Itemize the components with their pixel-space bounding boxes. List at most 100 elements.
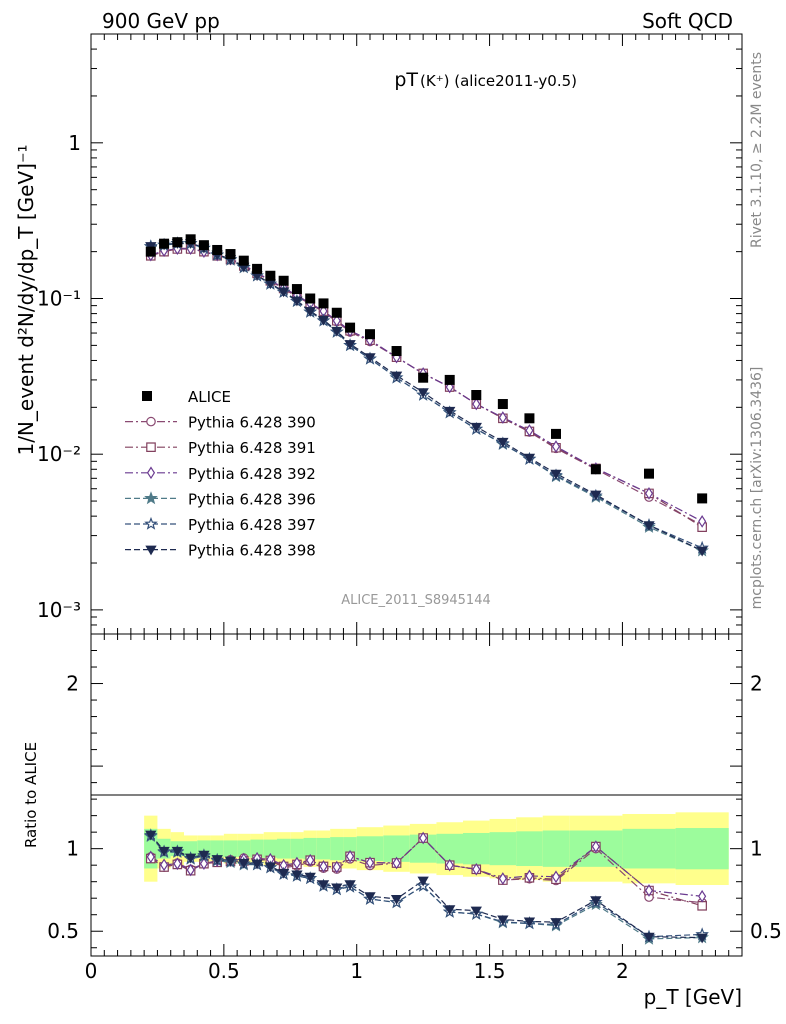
ratio-y-axis-label: Ratio to ALICE (22, 742, 40, 848)
series-392-ratio-point (419, 831, 428, 845)
legend-series-391-marker (146, 442, 156, 452)
alice-data-point (590, 464, 601, 475)
series-398-ratio-point (198, 850, 210, 861)
alice-data-point (225, 249, 236, 260)
alice-data-point (497, 399, 508, 410)
alice-data-point (471, 390, 482, 401)
series-392-point (498, 411, 507, 424)
main-y-tick-label: 10⁻¹ (37, 287, 81, 311)
alice-data-point (345, 322, 356, 333)
series-398-ratio-point (211, 855, 223, 865)
series-398-ratio-point (145, 830, 157, 841)
series-398-ratio-line (150, 834, 703, 939)
series-391-line (150, 248, 703, 528)
series-392-point (644, 487, 654, 500)
legend-series-396-label: Pythia 6.428 396 (188, 490, 316, 508)
ratio-y-tick-label: 2 (66, 672, 79, 696)
series-398-ratio-point (317, 880, 330, 890)
legend-label-alice: ALICE (188, 388, 231, 406)
series-398-ratio-point (304, 872, 316, 883)
series-398-ratio-point (696, 933, 708, 944)
alice-data-point (551, 428, 561, 439)
series-392-ratio-point (345, 849, 355, 863)
series-398-ratio-point (390, 894, 403, 905)
ratio-series-group (143, 828, 709, 945)
alice-data-point (305, 293, 316, 304)
stat-band-bin (184, 841, 198, 857)
series-398-point (643, 521, 655, 531)
series-398-point (277, 287, 290, 298)
ratio-y-tick-label-right: 2 (750, 672, 763, 696)
series-398-point (497, 437, 509, 448)
stat-band-bin (277, 838, 291, 859)
alice-data-point (524, 413, 535, 424)
legend-series-397-marker (144, 516, 158, 530)
alice-data-group (145, 234, 708, 504)
series-398-ratio-point (238, 858, 250, 869)
series-398-ratio-point (364, 892, 376, 903)
legend-series-392-label: Pythia 6.428 392 (188, 465, 316, 483)
ratio-y-tick-label-right: 1 (750, 837, 763, 861)
ratio-y-label-group: Ratio to ALICE (22, 742, 40, 848)
series-392-ratio-point (525, 869, 534, 883)
legend-series-391-label: Pythia 6.428 391 (188, 439, 316, 457)
alice-data-point (185, 234, 196, 245)
stat-band-bin (675, 828, 729, 870)
ratio-plot: 0.5 0.5 1 1 2 2 (47, 633, 782, 957)
series-392-ratio-point (186, 863, 195, 877)
series-398-ratio-point (184, 853, 197, 864)
legend-marker-alice (142, 391, 152, 401)
series-398-point (331, 326, 343, 337)
series-392-ratio-point (332, 860, 341, 874)
legend-series-396-marker (144, 491, 158, 505)
x-tick-label: 1.5 (474, 959, 506, 983)
alice-data-point (418, 372, 429, 383)
ratio-frame (90, 633, 743, 957)
chart-title-main: pT (394, 69, 418, 91)
series-392-ratio-point (498, 872, 507, 885)
alice-data-point (145, 246, 156, 257)
y-axis-label: 1/N_event d²N/dy/dp_T [GeV]⁻¹ (14, 144, 38, 455)
stat-band-bin (330, 837, 344, 861)
ratio-y-tick-label-right: 0.5 (750, 919, 782, 943)
main-y-tick-label: 10⁻² (37, 442, 81, 466)
legend-series-398-label: Pythia 6.428 398 (188, 542, 316, 560)
legend-series-390-marker (146, 416, 156, 427)
alice-data-point (644, 468, 654, 479)
series-398-ratio-point (523, 917, 536, 928)
stat-band-bin (516, 831, 543, 867)
series-398-point (417, 388, 429, 399)
x-tick-labels: 0 0.5 1 1.5 2 (85, 959, 629, 983)
alice-data-point (444, 374, 455, 385)
alice-data-point (212, 244, 223, 255)
series-392-ratio-point (551, 870, 561, 884)
analysis-label: ALICE_2011_S8945144 (341, 593, 491, 608)
stat-band-bin (436, 833, 463, 864)
ratio-axis-ticks (90, 633, 743, 956)
series-398-point (470, 422, 482, 433)
stat-band-bin (290, 838, 304, 859)
series-398-ratio-point (590, 896, 602, 907)
series-392-ratio-point (445, 858, 454, 872)
alice-data-point (318, 298, 329, 309)
x-tick-label: 0.5 (208, 959, 240, 983)
series-398-ratio-point (550, 918, 562, 928)
alice-data-point (331, 307, 342, 318)
series-392-ratio-point (591, 840, 600, 853)
series-392-ratio-point (292, 856, 302, 870)
stat-band-bin (463, 832, 490, 865)
alice-data-point (198, 240, 209, 251)
series-398-ratio-point (331, 883, 343, 894)
alice-data-point (697, 493, 708, 504)
stat-band-bin (223, 840, 238, 857)
x-tick-label: 0 (85, 959, 98, 983)
stat-band-bin (250, 839, 264, 858)
ratio-uncertainty-bands (144, 812, 729, 885)
series-398-ratio-point (171, 846, 184, 857)
stat-band-bin (237, 840, 251, 857)
series-398-point (590, 490, 602, 501)
stat-band-bin (542, 830, 570, 867)
alice-data-point (159, 238, 170, 249)
x-tick-label: 2 (616, 959, 629, 983)
stat-band-bin (303, 837, 317, 860)
